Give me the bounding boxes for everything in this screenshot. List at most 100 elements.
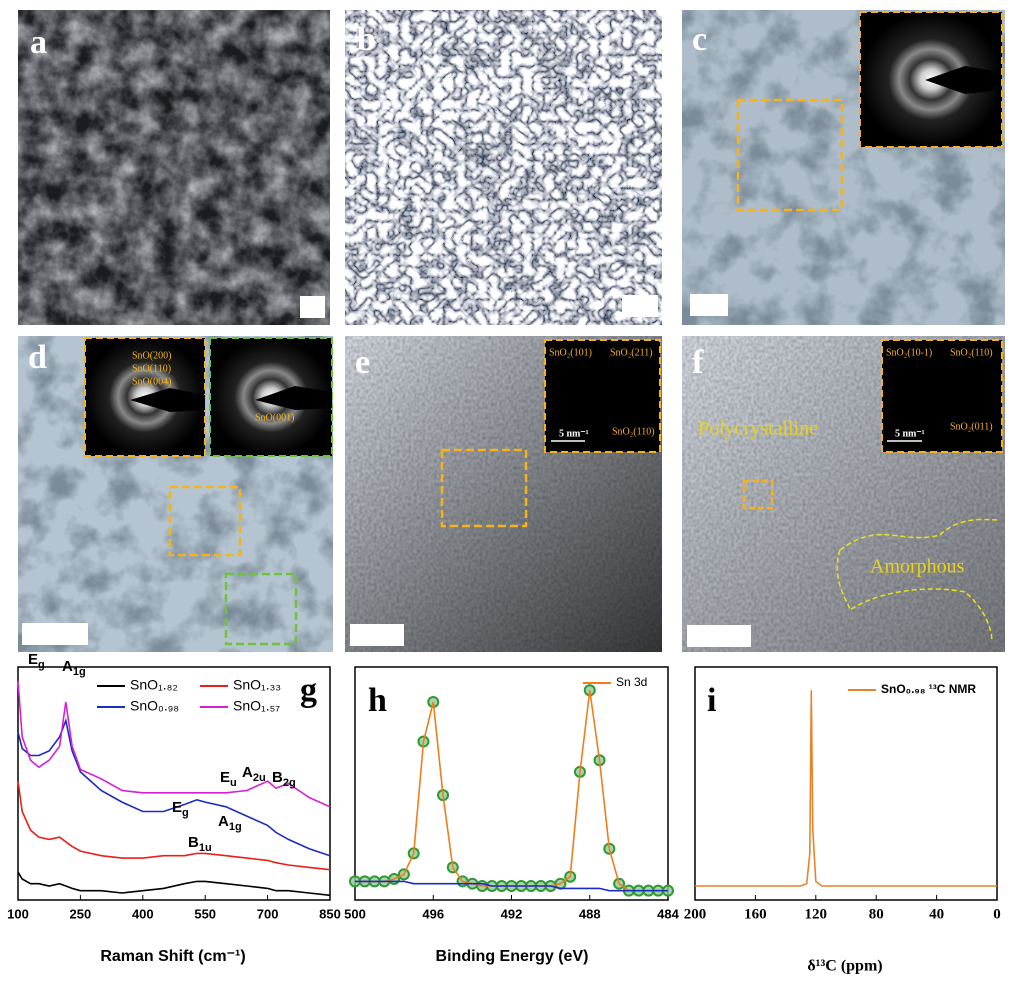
x-tick-label: 500 — [344, 906, 366, 921]
peak-label: B1u — [188, 834, 212, 854]
x-tick-label: 850 — [319, 906, 341, 921]
beam-stop — [130, 386, 332, 412]
panel-label: g — [300, 672, 317, 709]
x-tick-label: 700 — [257, 906, 279, 921]
fft-inset — [881, 339, 1003, 453]
series-line — [17, 717, 331, 857]
beam-stop — [925, 66, 1000, 94]
scale-label: 5 nm⁻¹ — [559, 428, 589, 439]
fft-inset — [544, 339, 661, 453]
panel-label: d — [28, 339, 47, 376]
x-tick-label: 200 — [684, 906, 707, 922]
peak-subscript: 1u — [199, 842, 212, 854]
x-tick-label: 496 — [422, 906, 444, 921]
inset-label: SnO₂(211) — [610, 347, 653, 358]
x-axis-label: Raman Shift (cm⁻¹) — [100, 948, 245, 965]
series-line — [17, 680, 331, 808]
legend-label: SnO₁.₈₂ — [130, 677, 178, 693]
highlight-box — [742, 479, 774, 510]
scale-bar — [690, 294, 728, 316]
x-tick-label: 484 — [657, 906, 679, 921]
peak-symbol: A — [218, 813, 229, 830]
series-line — [355, 880, 668, 892]
scale-bar — [687, 625, 751, 647]
peak-symbol: A — [242, 764, 253, 781]
plot-frame — [354, 666, 669, 901]
amorphous-outline — [836, 518, 999, 641]
series-line — [17, 871, 331, 897]
peak-subscript: 1g — [73, 666, 86, 678]
x-tick-label: 492 — [501, 906, 523, 921]
peak-label: Eg — [28, 651, 45, 671]
peak-subscript: 1g — [229, 821, 242, 833]
panel-label: c — [692, 21, 707, 58]
x-tick-label: 550 — [194, 906, 216, 921]
series-line — [695, 690, 997, 887]
peak-subscript: 2u — [253, 772, 266, 784]
peak-symbol: B — [188, 834, 199, 851]
x-tick-label: 120 — [805, 906, 828, 922]
peak-subscript: g — [182, 807, 189, 819]
highlight-box — [168, 485, 242, 557]
legend-label: SnO₀.₉₈ ¹³C NMR — [881, 682, 976, 696]
highlight-box — [440, 448, 528, 528]
panel-label: i — [707, 682, 716, 719]
peak-subscript: 2g — [283, 777, 296, 789]
plot-frame — [694, 666, 998, 901]
panel-label: h — [368, 682, 387, 719]
panel-label: f — [692, 344, 704, 381]
peak-label: A1g — [62, 658, 86, 678]
peak-label: A2u — [242, 764, 266, 784]
peak-label: A1g — [218, 813, 242, 833]
legend-label: Sn 3d — [616, 675, 647, 689]
scale-bar — [22, 623, 88, 645]
highlight-box — [736, 98, 844, 212]
sem-image — [18, 10, 330, 325]
panel-label: a — [30, 24, 47, 61]
inset-label: SnO₂(011) — [950, 421, 993, 432]
panel-label: e — [355, 344, 370, 381]
peak-label: Eu — [220, 769, 237, 789]
legend-label: SnO₁.₅₇ — [233, 698, 280, 714]
x-tick-label: 0 — [993, 906, 1001, 922]
inset-label: SnO(001) — [255, 412, 294, 423]
x-tick-label: 400 — [132, 906, 154, 921]
sem-image — [345, 10, 662, 325]
x-tick-label: 100 — [7, 906, 29, 921]
peak-label: B2g — [272, 769, 296, 789]
x-tick-label: 40 — [929, 906, 944, 922]
peak-label: Eg — [172, 799, 189, 819]
peak-subscript: g — [38, 659, 45, 671]
x-tick-label: 160 — [744, 906, 767, 922]
panel-label: b — [357, 21, 376, 58]
x-axis-label: δ¹³C (ppm) — [807, 958, 882, 975]
inset-label: SnO₂(110) — [950, 347, 993, 358]
inset-label: SnO₂(110) — [612, 426, 655, 437]
scale-bar — [622, 295, 658, 317]
x-axis-label: Binding Energy (eV) — [436, 948, 589, 965]
inset-label: SnO(200) — [132, 350, 171, 361]
peak-symbol: E — [220, 769, 230, 786]
x-tick-label: 80 — [869, 906, 884, 922]
peak-symbol: B — [272, 769, 283, 786]
peak-subscript: u — [230, 777, 237, 789]
inset-label: SnO(110) — [132, 363, 171, 374]
inset-label: SnO₂(101) — [549, 347, 592, 358]
peak-symbol: E — [172, 799, 182, 816]
series-line — [355, 690, 668, 892]
region-label: Amorphous — [870, 556, 965, 578]
inset-label: SnO₂(10-1) — [886, 347, 932, 358]
scale-bar — [300, 296, 325, 318]
x-tick-label: 488 — [579, 906, 601, 921]
scale-bar — [350, 624, 404, 646]
peak-symbol: E — [28, 651, 38, 668]
legend-label: SnO₀.₉₈ — [130, 698, 179, 714]
scale-label: 5 nm⁻¹ — [895, 428, 925, 439]
peak-symbol: A — [62, 658, 73, 675]
region-label: Polycrystalline — [698, 418, 818, 440]
highlight-box — [224, 572, 298, 646]
legend-label: SnO₁.₃₃ — [233, 677, 281, 693]
series-line — [17, 781, 331, 871]
inset-label: SnO(004) — [132, 376, 171, 387]
